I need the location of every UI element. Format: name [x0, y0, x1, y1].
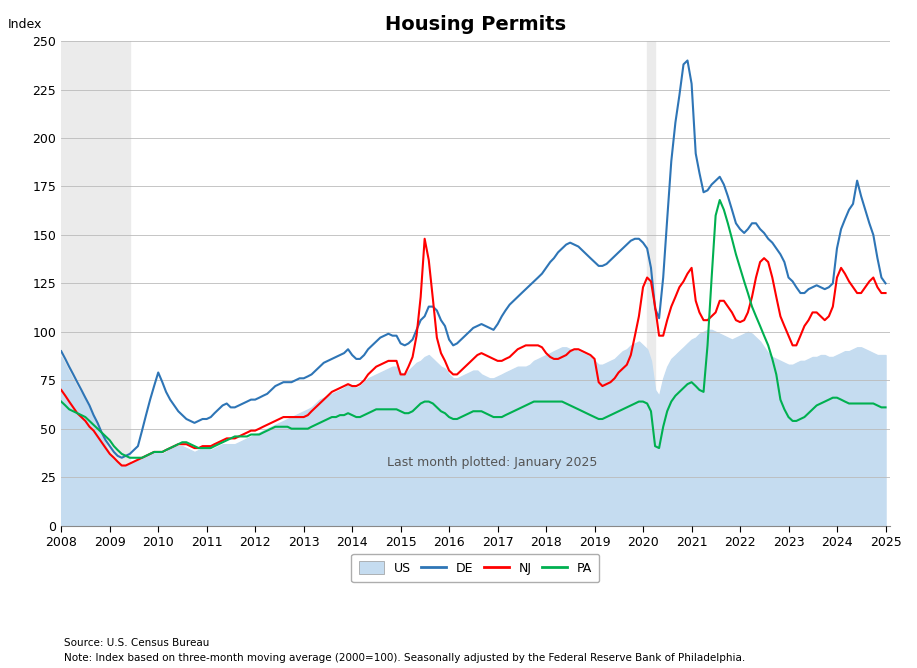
- Title: Housing Permits: Housing Permits: [385, 15, 566, 34]
- Legend: US, DE, NJ, PA: US, DE, NJ, PA: [351, 554, 600, 582]
- Text: Source: U.S. Census Bureau: Source: U.S. Census Bureau: [64, 638, 210, 648]
- Bar: [61, 41, 130, 526]
- Text: Last month plotted: January 2025: Last month plotted: January 2025: [387, 456, 597, 469]
- Bar: [647, 41, 655, 526]
- Text: Index: Index: [7, 19, 41, 31]
- Text: Note: Index based on three-month moving average (2000=100). Seasonally adjusted : Note: Index based on three-month moving …: [64, 653, 746, 663]
